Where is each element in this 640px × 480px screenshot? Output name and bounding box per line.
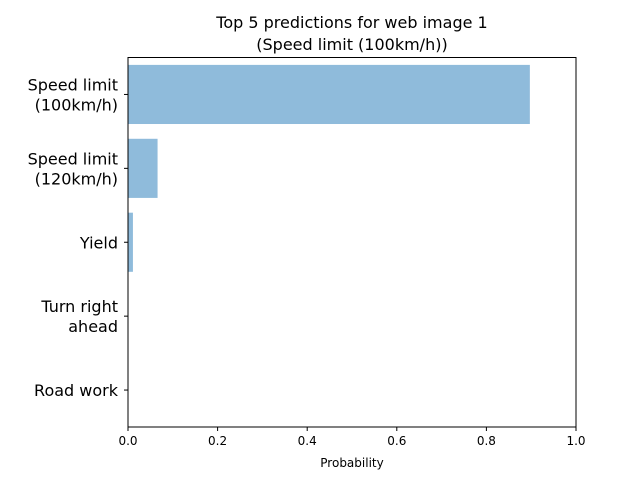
x-tick-label-2: 0.2 bbox=[208, 434, 227, 448]
bars-group bbox=[128, 64, 530, 420]
chart-title-line-2: (Speed limit (100km/h)) bbox=[256, 35, 447, 54]
y-tick-label-3: Yield bbox=[79, 233, 118, 252]
y-tick-label-5: Road work bbox=[34, 381, 119, 400]
x-tick-label-3: 0.4 bbox=[298, 434, 317, 448]
bar-3 bbox=[128, 212, 133, 272]
y-tick-label-4: Turn right ahead bbox=[40, 297, 118, 336]
x-tick-label-4: 0.6 bbox=[387, 434, 406, 448]
x-axis-label: Probability bbox=[320, 456, 383, 470]
y-tick-label-1: Speed limit (100km/h) bbox=[28, 75, 118, 114]
y-axis: Speed limit (100km/h) Speed limit (120km/h)… bbox=[28, 75, 128, 400]
x-tick-label-6: 1.0 bbox=[566, 434, 585, 448]
x-tick-label-5: 0.8 bbox=[477, 434, 496, 448]
chart-title: Top 5 predictions for web image 1 (Speed … bbox=[215, 13, 487, 54]
y-tick-label-2: Speed limit (120km/h) bbox=[28, 149, 118, 188]
chart-title-line-1: Top 5 predictions for web image 1 bbox=[215, 13, 487, 32]
x-tick-label-1: 0.0 bbox=[118, 434, 137, 448]
x-axis: 0.0 0.2 0.4 0.6 0.8 1.0 bbox=[118, 427, 586, 448]
bar-1 bbox=[128, 64, 530, 125]
bar-2 bbox=[128, 138, 158, 198]
